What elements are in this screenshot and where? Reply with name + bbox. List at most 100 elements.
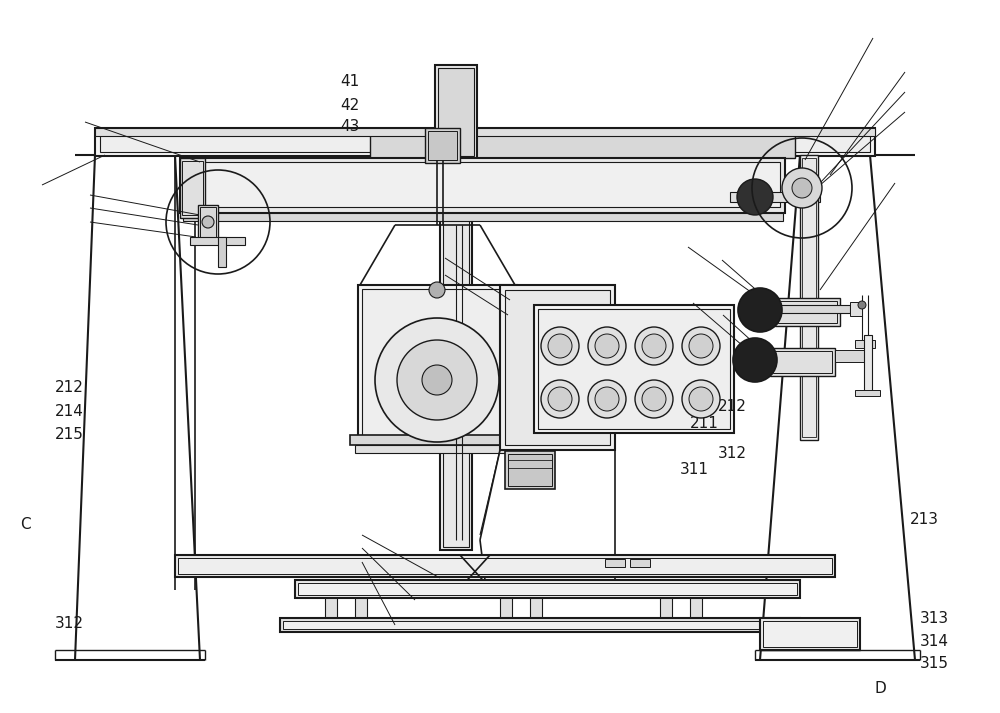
- Bar: [605, 559, 625, 567]
- Circle shape: [595, 387, 619, 411]
- Bar: [690, 598, 702, 620]
- Circle shape: [635, 327, 673, 365]
- Bar: [500, 598, 512, 620]
- Bar: [280, 618, 800, 632]
- Bar: [775, 298, 840, 326]
- Circle shape: [738, 288, 782, 332]
- Bar: [183, 161, 777, 173]
- Bar: [505, 451, 555, 489]
- Bar: [508, 454, 552, 486]
- Bar: [425, 128, 460, 163]
- Bar: [497, 618, 515, 624]
- Text: D: D: [875, 681, 887, 697]
- Text: 215: 215: [55, 427, 84, 443]
- Bar: [322, 618, 340, 624]
- Bar: [100, 132, 870, 152]
- Text: 312: 312: [718, 446, 747, 461]
- Bar: [435, 65, 477, 160]
- Circle shape: [782, 168, 822, 208]
- Circle shape: [689, 387, 713, 411]
- Bar: [440, 160, 472, 550]
- Bar: [298, 583, 797, 595]
- Bar: [802, 158, 816, 437]
- Bar: [183, 213, 783, 221]
- Bar: [295, 580, 800, 598]
- Circle shape: [548, 387, 572, 411]
- Circle shape: [422, 365, 452, 395]
- Text: 332: 332: [430, 383, 459, 399]
- Bar: [855, 340, 875, 348]
- Circle shape: [375, 318, 499, 442]
- Text: 212: 212: [718, 399, 747, 414]
- Bar: [95, 128, 875, 136]
- Bar: [500, 285, 615, 450]
- Text: 315: 315: [920, 655, 949, 671]
- Bar: [175, 555, 835, 577]
- Text: 42: 42: [340, 98, 359, 113]
- Bar: [190, 237, 245, 245]
- Bar: [185, 162, 780, 207]
- Text: 213: 213: [910, 511, 939, 527]
- Bar: [687, 618, 705, 624]
- Circle shape: [548, 334, 572, 358]
- Bar: [855, 390, 880, 396]
- Bar: [358, 285, 517, 440]
- Text: C: C: [20, 516, 31, 532]
- Text: 43: 43: [340, 119, 359, 135]
- Bar: [835, 350, 867, 362]
- Circle shape: [429, 282, 445, 298]
- Bar: [200, 207, 216, 238]
- Bar: [763, 621, 857, 647]
- Circle shape: [202, 216, 214, 228]
- Bar: [534, 305, 734, 433]
- Bar: [770, 348, 835, 376]
- Bar: [527, 618, 545, 624]
- Bar: [773, 351, 832, 373]
- Circle shape: [737, 179, 773, 215]
- Circle shape: [792, 178, 812, 198]
- Bar: [657, 618, 675, 624]
- Text: 312: 312: [55, 616, 84, 632]
- Bar: [180, 158, 205, 218]
- Bar: [864, 335, 872, 395]
- Bar: [178, 558, 832, 574]
- Bar: [352, 618, 370, 624]
- Circle shape: [541, 380, 579, 418]
- Text: 311: 311: [680, 461, 709, 477]
- Bar: [530, 598, 542, 620]
- Circle shape: [541, 327, 579, 365]
- Text: 211: 211: [690, 416, 719, 431]
- Bar: [778, 301, 837, 323]
- Bar: [95, 128, 875, 156]
- Bar: [775, 305, 850, 313]
- Text: 212: 212: [55, 380, 84, 396]
- Bar: [443, 163, 469, 547]
- Circle shape: [397, 340, 477, 420]
- Bar: [355, 445, 520, 453]
- Text: 313: 313: [920, 611, 949, 627]
- Bar: [180, 158, 785, 213]
- Text: 41: 41: [340, 74, 359, 90]
- Text: 214: 214: [55, 404, 84, 419]
- Text: 314: 314: [920, 634, 949, 650]
- Circle shape: [689, 334, 713, 358]
- Bar: [350, 435, 525, 445]
- Bar: [198, 205, 218, 240]
- Bar: [355, 598, 367, 620]
- Bar: [505, 290, 610, 445]
- Bar: [730, 192, 820, 202]
- Bar: [218, 237, 226, 267]
- Bar: [180, 158, 780, 176]
- Circle shape: [858, 301, 866, 309]
- Bar: [630, 559, 650, 567]
- Bar: [538, 309, 730, 429]
- Circle shape: [733, 338, 777, 382]
- Bar: [283, 621, 797, 629]
- Bar: [362, 289, 513, 436]
- Circle shape: [642, 334, 666, 358]
- Bar: [325, 598, 337, 620]
- Circle shape: [588, 327, 626, 365]
- Circle shape: [595, 334, 619, 358]
- Circle shape: [682, 327, 720, 365]
- Circle shape: [635, 380, 673, 418]
